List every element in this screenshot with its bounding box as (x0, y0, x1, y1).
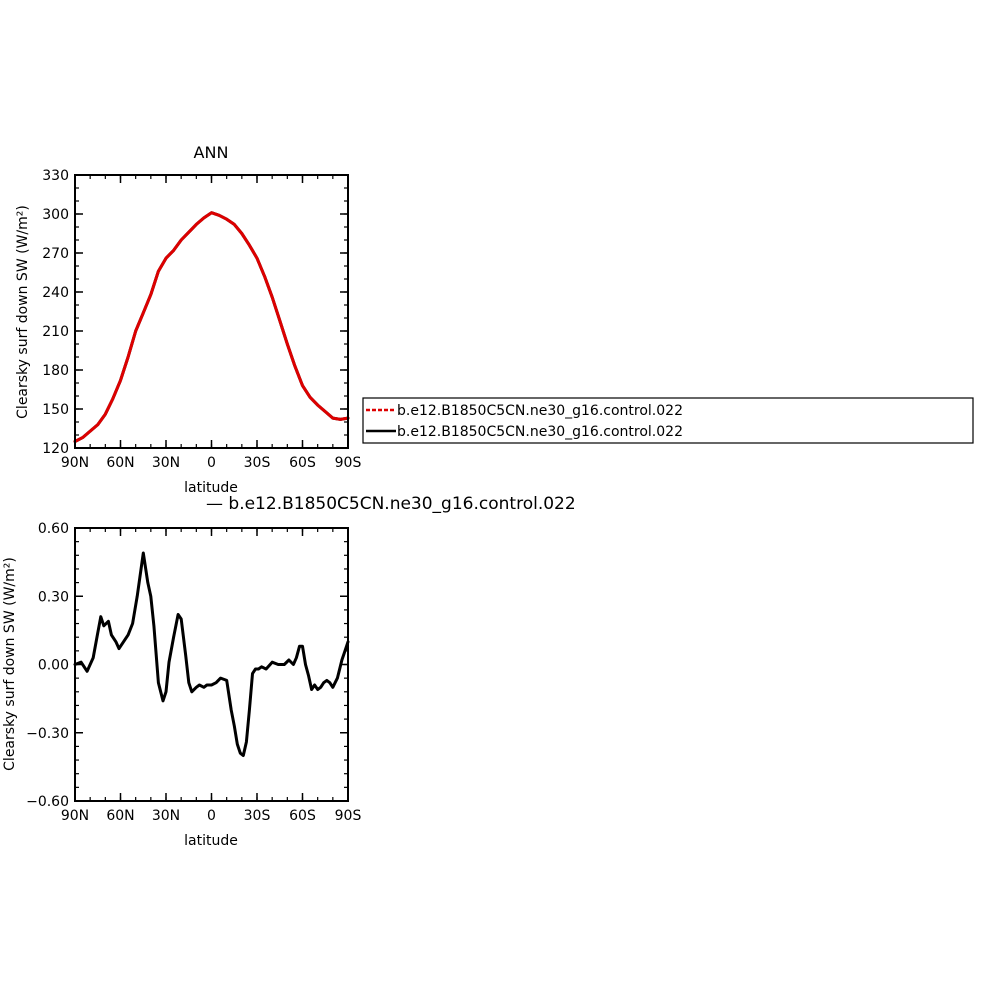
bottom-x-tick-label: 60S (289, 808, 316, 824)
top-plot-title: ANN (194, 143, 229, 162)
bottom-plot-title: — b.e12.B1850C5CN.ne30_g16.control.022 (206, 494, 576, 514)
top-y-tick-label: 180 (42, 363, 69, 379)
top-plot-panel: ANN Clearsky surf down SW (W/m²) latitud… (15, 143, 361, 496)
bottom-series-group (73, 551, 350, 757)
bottom-plot-frame (74, 527, 349, 802)
top-x-tick-label: 90N (61, 455, 89, 471)
top-y-tick-label: 210 (42, 324, 69, 340)
legend-label-1: b.e12.B1850C5CN.ne30_g16.control.022 (397, 403, 683, 419)
bottom-x-tick-label: 0 (207, 808, 216, 824)
bottom-y-tick-label: 0.00 (38, 658, 69, 674)
top-x-tick-label: 90S (335, 455, 362, 471)
legend-label-2: b.e12.B1850C5CN.ne30_g16.control.022 (397, 424, 683, 440)
top-series-line-1 (73, 211, 350, 443)
bottom-x-tick-label: 60N (106, 808, 134, 824)
bottom-y-tick-label: 0.30 (38, 589, 69, 605)
top-y-tick-label: 330 (42, 168, 69, 184)
top-y-tick-label: 150 (42, 402, 69, 418)
top-x-tick-label: 30N (152, 455, 180, 471)
bottom-y-axis-title: Clearsky surf down SW (W/m²) (2, 557, 18, 771)
top-plot-frame (74, 174, 349, 449)
top-y-tick-label: 270 (42, 246, 69, 262)
top-axis-ticks: 90N 60N 30N 0 30S 60S 90S 120 150 180 210 240 270 300… (42, 168, 361, 471)
bottom-x-tick-label: 30N (152, 808, 180, 824)
top-y-tick-label: 120 (42, 441, 69, 457)
top-x-axis-title: latitude (184, 480, 238, 496)
top-y-axis-title: Clearsky surf down SW (W/m²) (15, 205, 31, 419)
bottom-x-tick-label: 90N (61, 808, 89, 824)
top-x-tick-label: 0 (207, 455, 216, 471)
top-x-tick-label: 60N (106, 455, 134, 471)
bottom-y-tick-label: −0.30 (26, 726, 69, 742)
bottom-x-tick-label: 30S (244, 808, 271, 824)
bottom-x-tick-label: 90S (335, 808, 362, 824)
top-series-line-0 (73, 211, 350, 443)
bottom-plot-panel: — b.e12.B1850C5CN.ne30_g16.control.022 C… (2, 494, 576, 849)
top-y-tick-label: 300 (42, 207, 69, 223)
bottom-y-tick-label: 0.60 (38, 521, 69, 537)
top-x-tick-label: 30S (244, 455, 271, 471)
top-x-tick-label: 60S (289, 455, 316, 471)
top-y-tick-label: 240 (42, 285, 69, 301)
bottom-x-axis-title: latitude (184, 833, 238, 849)
bottom-y-tick-label: −0.60 (26, 794, 69, 810)
bottom-series-line-0 (73, 551, 350, 757)
top-series-group (73, 211, 350, 443)
legend-box (362, 397, 974, 444)
legend: b.e12.B1850C5CN.ne30_g16.control.022 b.e… (362, 397, 974, 444)
bottom-axis-ticks: 90N 60N 30N 0 30S 60S 90S −0.60 −0.30 0.00 0.30 0.6… (26, 521, 361, 824)
